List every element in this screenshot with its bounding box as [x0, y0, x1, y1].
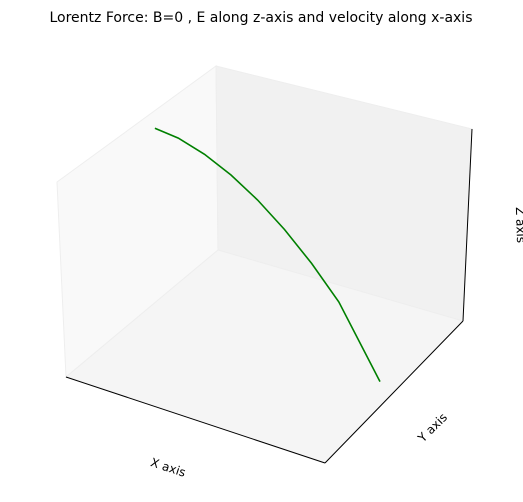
y-axis-line	[324, 320, 464, 464]
y-axis-label: Y axis	[415, 410, 450, 445]
chart-title: Lorentz Force: B=0 , E along z-axis and …	[49, 10, 472, 26]
z-axis-line	[462, 128, 473, 322]
x-axis-line	[65, 376, 326, 464]
x-axis-label: X axis	[149, 455, 188, 479]
trajectory-line	[154, 127, 381, 382]
z-axis-label: Z axis	[513, 207, 523, 244]
